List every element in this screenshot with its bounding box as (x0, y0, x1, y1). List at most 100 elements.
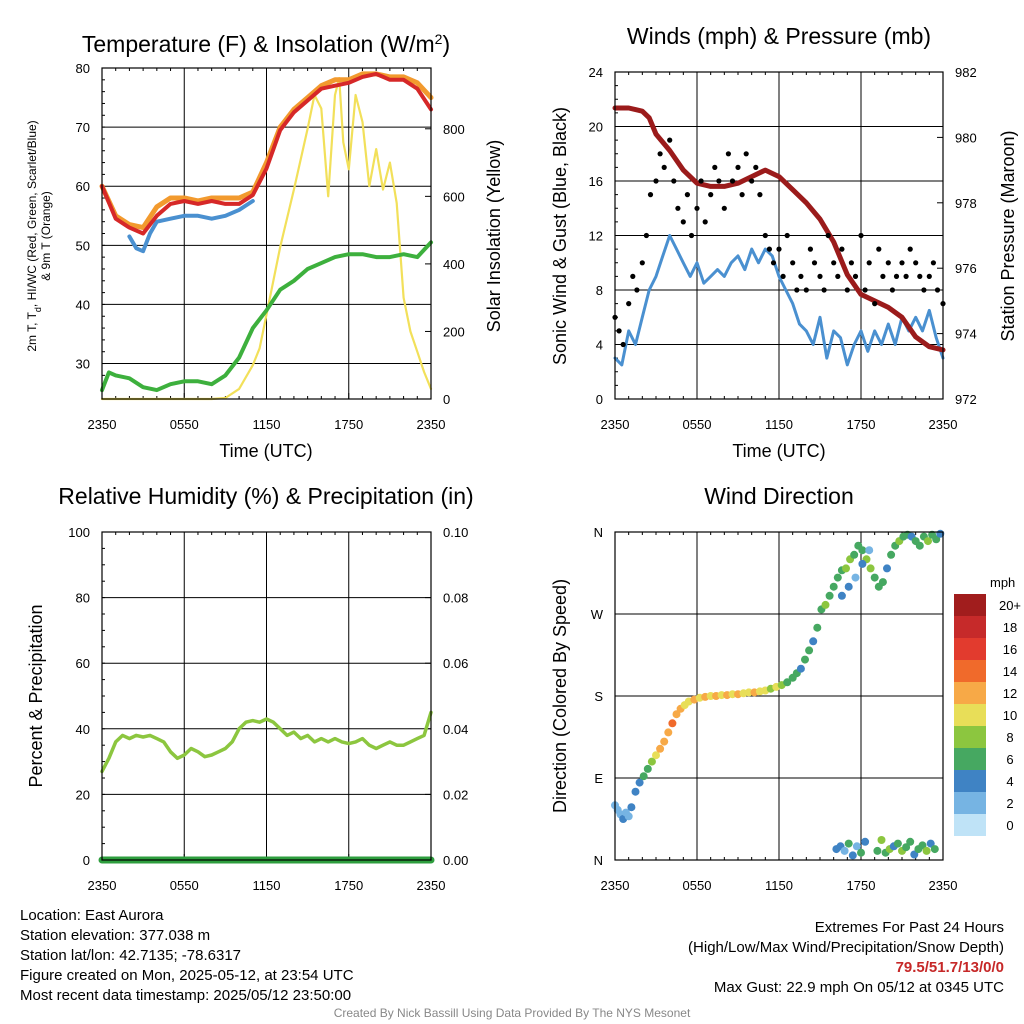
x-tick-label: 1150 (253, 878, 281, 893)
gust-point (634, 287, 640, 293)
gust-point (626, 301, 632, 307)
direction-point (852, 842, 861, 851)
y2-tick-label: 0.06 (443, 656, 468, 671)
direction-point (805, 646, 814, 655)
gust-point (757, 192, 763, 198)
gust-point (671, 178, 677, 184)
gust-point (784, 232, 790, 239)
dewpoint-line (100, 240, 433, 393)
direction-point (656, 744, 665, 753)
gust-point (858, 232, 864, 239)
colorbar-swatch (954, 792, 986, 814)
colorbar-swatch (954, 748, 986, 770)
direction-point (664, 728, 673, 737)
direction-point (627, 803, 636, 812)
gust-point (716, 178, 722, 184)
y2-tick-label: 0.10 (443, 525, 468, 540)
station-latlon: Station lat/lon: 42.7135; -78.6317 (20, 947, 242, 964)
y-tick-label: 80 (76, 591, 90, 606)
gust-point (743, 151, 749, 157)
direction-point (878, 578, 887, 587)
gust-point (749, 178, 755, 184)
direction-point (668, 719, 677, 728)
colorbar-label: 12 (1003, 686, 1017, 701)
y2-tick-label: 974 (955, 327, 977, 342)
direction-point (652, 751, 660, 760)
direction-point (893, 839, 902, 848)
direction-point (873, 846, 882, 855)
gust-point (739, 192, 745, 198)
wind-speed-line (613, 234, 945, 367)
x-tick-label: 0550 (170, 878, 199, 893)
gust-point (688, 232, 695, 239)
direction-point (918, 841, 927, 850)
x-tick-label: 2350 (929, 417, 958, 432)
windchill-line (127, 199, 255, 254)
gust-point (766, 246, 773, 252)
y-tick-label: W (591, 607, 604, 622)
colorbar-label: 20+ (999, 598, 1021, 613)
direction-point (647, 757, 656, 766)
gust-point (684, 192, 691, 198)
gust-point (899, 260, 905, 266)
temperature-y2label: Solar Insolation (Yellow) (484, 140, 504, 332)
y-tick-label: 20 (589, 120, 603, 135)
direction-point (639, 772, 648, 781)
direction-point (926, 839, 935, 848)
y-tick-label: S (594, 689, 603, 704)
colorbar-label: 10 (1003, 708, 1017, 723)
direction-point (924, 537, 932, 546)
gust-point (930, 260, 937, 266)
gust-point (885, 260, 891, 266)
x-tick-label: 2350 (601, 417, 630, 432)
direction-point (783, 678, 792, 687)
plot-frame (614, 71, 944, 400)
credit-line: Created By Nick Bassill Using Data Provi… (333, 1006, 691, 1020)
colorbar-label: 18 (1003, 620, 1017, 635)
plot-frame (614, 531, 944, 861)
y-tick-label: 16 (589, 174, 603, 189)
temperature-xlabel: Time (UTC) (219, 441, 312, 461)
figure-created: Figure created on Mon, 2025-05-12, at 23… (20, 967, 354, 984)
x-tick-label: 1750 (847, 878, 876, 893)
direction-point (809, 637, 818, 646)
y2-tick-label: 0.04 (443, 722, 468, 737)
y2-tick-label: 980 (955, 130, 977, 145)
humidity-title: Relative Humidity (%) & Precipitation (i… (58, 483, 473, 509)
direction-point (870, 573, 879, 582)
direction-point (877, 836, 886, 844)
gust-point (639, 260, 645, 266)
direction-point (932, 535, 941, 544)
y-tick-label: 80 (76, 61, 90, 76)
winds-title: Winds (mph) & Pressure (mb) (627, 23, 931, 49)
direction-point (829, 582, 838, 591)
y-tick-label: E (594, 771, 603, 786)
temperature-ylabel-line1: 2m T, Td, HI/WC (Red, Green, Scarlet/Blu… (25, 120, 43, 351)
extremes-values: 79.5/51.7/13/0/0 (895, 959, 1004, 976)
direction-point (848, 851, 857, 860)
x-tick-label: 2350 (601, 878, 630, 893)
speed-colorbar-title: mph (990, 575, 1015, 590)
y2-tick-label: 0.08 (443, 591, 468, 606)
gust-point (780, 273, 786, 279)
station-location: Location: East Aurora (20, 907, 164, 924)
wind-direction-ylabel: Direction (Colored By Speed) (550, 579, 570, 813)
wind-direction-panel: Wind Direction Direction (Colored By Spe… (550, 483, 1021, 893)
gust-point (817, 273, 823, 279)
gust-point (712, 164, 718, 170)
gust-point (921, 287, 927, 293)
x-tick-label: 0550 (683, 878, 712, 893)
gust-point (680, 219, 686, 225)
direction-point (631, 787, 640, 796)
gust-point (835, 273, 841, 279)
y2-tick-label: 200 (443, 324, 465, 339)
colorbar-swatch (954, 638, 986, 660)
direction-point (887, 550, 896, 559)
y-tick-label: N (594, 525, 603, 540)
gust-point (807, 246, 814, 252)
y-tick-label: N (594, 853, 603, 868)
gust-point (708, 192, 714, 198)
colorbar-swatch (954, 682, 986, 704)
x-tick-label: 2350 (929, 878, 958, 893)
